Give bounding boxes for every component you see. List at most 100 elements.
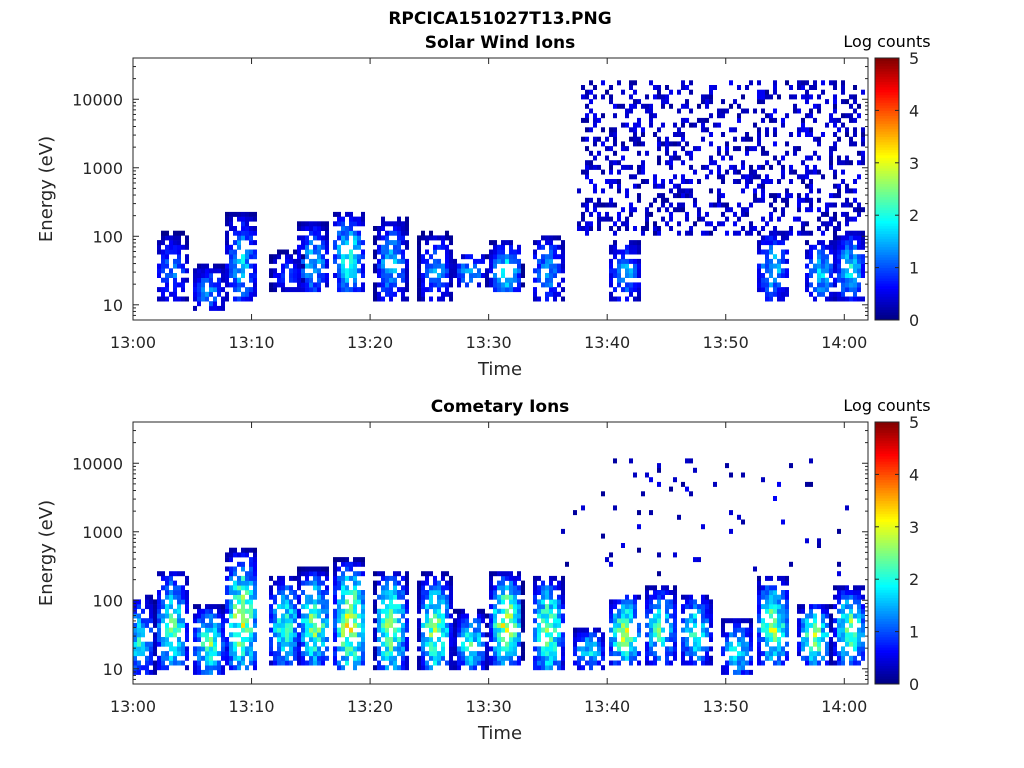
spectrogram-cell (517, 632, 521, 638)
spectrogram-cell (685, 458, 689, 464)
spectrogram-cell (381, 622, 385, 628)
spectrogram-cell (829, 117, 833, 123)
spectrogram-cell (757, 94, 761, 100)
spectrogram-cell (721, 99, 725, 105)
colorbar-segment (875, 516, 899, 520)
spectrogram-cell (625, 651, 629, 657)
spectrogram-cell (441, 594, 445, 600)
spectrogram-cell (681, 651, 685, 657)
spectrogram-cell (313, 599, 317, 605)
spectrogram-cell (321, 277, 325, 283)
spectrogram-cell (621, 146, 625, 152)
spectrogram-cell (613, 599, 617, 605)
spectrogram-cell (761, 263, 765, 269)
colorbar-segment (875, 461, 899, 465)
spectrogram-cell (769, 235, 773, 241)
spectrogram-cell (229, 263, 233, 269)
spectrogram-cell (805, 637, 809, 642)
spectrogram-cell (497, 594, 501, 600)
spectrogram-cell (393, 585, 397, 591)
spectrogram-cell (229, 599, 233, 605)
spectrogram-cell (253, 230, 257, 236)
spectrogram-cell (785, 580, 789, 586)
spectrogram-cell (669, 651, 673, 657)
spectrogram-cell (805, 287, 809, 293)
spectrogram-cell (785, 287, 789, 293)
spectrogram-cell (757, 244, 761, 250)
spectrogram-cell (665, 160, 669, 166)
spectrogram-cell (353, 604, 357, 610)
spectrogram-cell (453, 263, 457, 269)
spectrogram-cell (281, 268, 285, 274)
spectrogram-cell (549, 277, 553, 283)
spectrogram-cell (585, 89, 589, 95)
spectrogram-cell (589, 637, 593, 642)
spectrogram-cell (337, 665, 341, 671)
spectrogram-cell (321, 580, 325, 586)
colorbar-tick-label: 1 (909, 259, 919, 278)
spectrogram-cell (317, 651, 321, 657)
spectrogram-cell (629, 85, 633, 90)
colorbar-segment (875, 471, 899, 475)
spectrogram-cell (313, 230, 317, 236)
spectrogram-cell (341, 557, 345, 563)
spectrogram-cell (797, 627, 801, 633)
spectrogram-cell (457, 646, 461, 652)
spectrogram-cell (697, 641, 701, 647)
spectrogram-cell (297, 580, 301, 586)
spectrogram-cell (817, 273, 821, 278)
spectrogram-cell (705, 627, 709, 633)
spectrogram-cell (721, 622, 725, 628)
spectrogram-cell (321, 566, 325, 572)
spectrogram-cell (229, 216, 233, 222)
spectrogram-cell (817, 604, 821, 610)
spectrogram-cell (861, 646, 865, 652)
colorbar-segment (875, 521, 899, 525)
spectrogram-cell (705, 230, 709, 236)
spectrogram-cell (137, 665, 141, 671)
spectrogram-cell (777, 604, 781, 610)
spectrogram-cell (657, 637, 661, 642)
spectrogram-cell (841, 291, 845, 297)
spectrogram-cell (693, 467, 697, 473)
spectrogram-cell (633, 282, 637, 288)
spectrogram-cell (153, 641, 157, 647)
spectrogram-cell (149, 669, 153, 675)
spectrogram-cell (253, 249, 257, 255)
colorbar-segment (875, 429, 899, 433)
spectrogram-cell (397, 627, 401, 633)
spectrogram-cell (833, 646, 837, 652)
spectrogram-cell (533, 575, 537, 581)
spectrogram-cell (317, 660, 321, 666)
spectrogram-cell (169, 571, 173, 577)
spectrogram-cell (249, 590, 253, 595)
spectrogram-cell (813, 637, 817, 642)
spectrogram-cell (153, 613, 157, 619)
spectrogram-cell (417, 296, 421, 302)
spectrogram-cell (673, 637, 677, 642)
spectrogram-cell (149, 651, 153, 657)
spectrogram-cell (645, 604, 649, 610)
spectrogram-cell (789, 561, 793, 567)
spectrogram-cell (637, 594, 641, 600)
spectrogram-cell (557, 235, 561, 241)
spectrogram-cell (857, 613, 861, 619)
spectrogram-cell (333, 585, 337, 591)
colorbar-segment (875, 571, 899, 575)
spectrogram-cell (841, 179, 845, 184)
spectrogram-cell (513, 599, 517, 605)
spectrogram-cell (293, 287, 297, 293)
spectrogram-cell (825, 613, 829, 619)
spectrogram-cell (281, 277, 285, 283)
spectrogram-cell (785, 608, 789, 614)
spectrogram-cell (685, 641, 689, 647)
spectrogram-cell (785, 150, 789, 156)
spectrogram-cell (397, 637, 401, 642)
spectrogram-cell (309, 226, 313, 231)
spectrogram-cell (701, 655, 705, 661)
spectrogram-cell (305, 571, 309, 577)
spectrogram-cell (573, 660, 577, 666)
spectrogram-cell (405, 646, 409, 652)
spectrogram-cell (601, 127, 605, 133)
spectrogram-cell (681, 641, 685, 647)
